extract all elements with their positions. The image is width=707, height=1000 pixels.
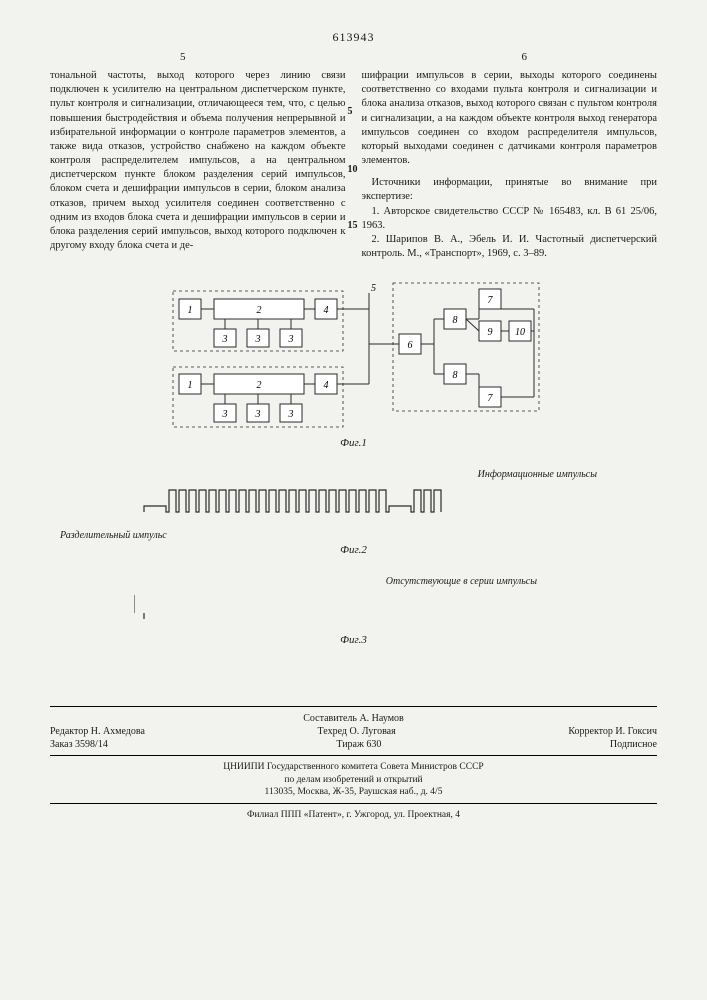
compiler: Составитель А. Наумов	[303, 713, 404, 724]
figure-1-svg: 512333412333468791087	[139, 279, 569, 434]
figure-2-bottom-label: Разделительный импульс	[60, 530, 657, 541]
col-num-right: 6	[522, 51, 528, 63]
org-info: ЦНИИПИ Государственного комитета Совета …	[50, 761, 657, 798]
left-column-text: тональной частоты, выход которого через …	[50, 70, 346, 251]
figure-2: Информационные импульсы Разделительный и…	[50, 469, 657, 556]
print-info: Филиал ППП «Патент», г. Ужгород, ул. Про…	[50, 809, 657, 821]
right-column-main: шифрации импульсов в серии, выходы котор…	[362, 69, 658, 168]
figure-3-caption: Фиг.3	[50, 634, 657, 646]
credits-block: Составитель А. Наумов Редактор Н. Ахмедо…	[50, 706, 657, 821]
svg-text:3: 3	[254, 334, 260, 345]
svg-text:10: 10	[515, 327, 525, 338]
figure-2-caption: Фиг.2	[50, 544, 657, 556]
svg-text:9: 9	[487, 327, 492, 338]
svg-text:5: 5	[371, 283, 376, 294]
signed: Подписное	[610, 739, 657, 750]
page: 613943 5 6 тональной частоты, выход кото…	[0, 0, 707, 1000]
source-2: 2. Шарипов В. А., Эбель И. И. Частотный …	[362, 233, 658, 261]
figure-2-svg	[134, 482, 574, 530]
figure-3-top-label: Отсутствующие в серии импульсы	[60, 576, 537, 587]
figure-1-caption: Фиг.1	[50, 437, 657, 449]
figure-1: 512333412333468791087 Фиг.1	[50, 279, 657, 449]
figure-3-svg	[134, 589, 574, 631]
source-1: 1. Авторское свидетельство СССР № 165483…	[362, 205, 658, 233]
svg-text:2: 2	[256, 305, 261, 316]
svg-text:8: 8	[452, 370, 457, 381]
svg-text:3: 3	[221, 334, 227, 345]
column-numbers: 5 6	[50, 51, 657, 63]
line-number-10: 10	[348, 163, 358, 177]
svg-text:3: 3	[221, 409, 227, 420]
col-num-left: 5	[180, 51, 186, 63]
patent-number: 613943	[50, 30, 657, 45]
line-number-5: 5	[348, 105, 353, 119]
svg-text:8: 8	[452, 315, 457, 326]
svg-text:1: 1	[187, 380, 192, 391]
svg-text:4: 4	[323, 380, 328, 391]
tech-editor: Техред О. Луговая	[318, 726, 396, 737]
svg-text:3: 3	[287, 409, 293, 420]
right-column: 5 10 15 шифрации импульсов в серии, выхо…	[362, 69, 658, 261]
editor: Редактор Н. Ахмедова	[50, 726, 145, 737]
left-column: тональной частоты, выход которого через …	[50, 69, 346, 261]
svg-text:3: 3	[254, 409, 260, 420]
svg-text:6: 6	[407, 340, 412, 351]
svg-text:2: 2	[256, 380, 261, 391]
svg-text:4: 4	[323, 305, 328, 316]
svg-text:3: 3	[287, 334, 293, 345]
tirage: Тираж 630	[336, 739, 381, 750]
body-text: тональной частоты, выход которого через …	[50, 69, 657, 261]
corrector: Корректор И. Гоксич	[568, 726, 657, 737]
figure-3: Отсутствующие в серии импульсы Фиг.3	[50, 576, 657, 646]
svg-text:1: 1	[187, 305, 192, 316]
line-number-15: 15	[348, 219, 358, 233]
order-number: Заказ 3598/14	[50, 739, 108, 750]
figure-2-top-label: Информационные импульсы	[60, 469, 597, 480]
sources-header: Источники информации, принятые во вниман…	[362, 176, 658, 204]
